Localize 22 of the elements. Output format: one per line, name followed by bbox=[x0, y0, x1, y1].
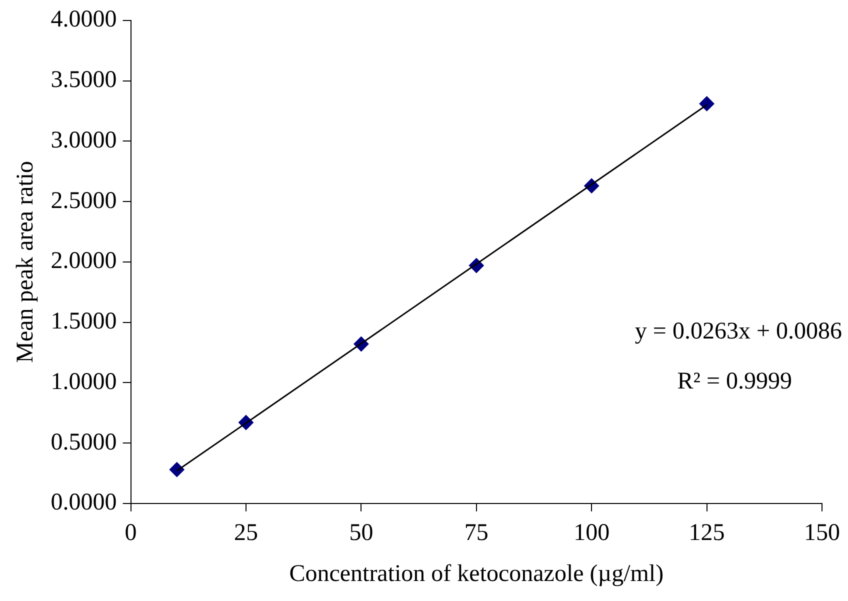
y-tick-label: 2.5000 bbox=[50, 188, 117, 214]
y-axis-title: Mean peak area ratio bbox=[12, 160, 39, 363]
x-tick-label: 75 bbox=[464, 520, 488, 546]
y-tick-label: 3.0000 bbox=[50, 127, 117, 154]
x-tick-label: 50 bbox=[349, 520, 374, 546]
y-tick-label: 0.0000 bbox=[50, 490, 117, 516]
point bbox=[169, 462, 184, 478]
y-tick-label: 2.0000 bbox=[50, 248, 117, 274]
x-tick-label: 25 bbox=[234, 520, 258, 546]
x-axis-title: Concentration of ketoconazole (µg/ml) bbox=[289, 560, 664, 587]
y-tick-label: 1.0000 bbox=[50, 368, 117, 395]
annotation: R² = 0.9999 bbox=[677, 368, 792, 394]
x-tick-label: 100 bbox=[574, 520, 610, 546]
annotation: y = 0.0263x + 0.0086 bbox=[634, 318, 842, 344]
x-tick-label: 150 bbox=[804, 520, 840, 546]
x-tick-label: 0 bbox=[124, 520, 137, 546]
y-tick-label: 1.5000 bbox=[50, 308, 117, 335]
y-tick-label: 0.5000 bbox=[50, 429, 117, 456]
point bbox=[699, 96, 714, 112]
y-tick-label: 4.0000 bbox=[50, 6, 117, 33]
y-tick-label: 3.5000 bbox=[50, 67, 117, 94]
x-tick-label: 125 bbox=[688, 520, 725, 546]
